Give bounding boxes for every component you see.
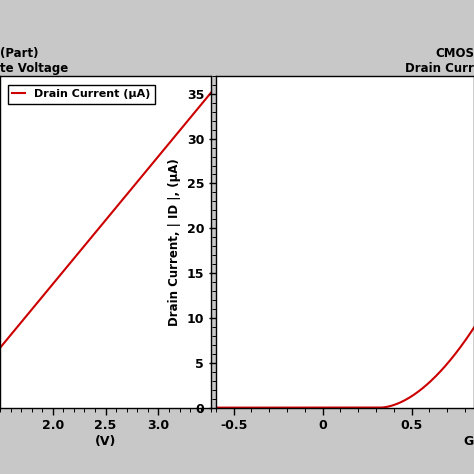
X-axis label: G: G: [464, 435, 474, 448]
X-axis label: (V): (V): [95, 435, 116, 448]
Text: CMOS
Drain Curr: CMOS Drain Curr: [405, 46, 474, 75]
Legend: Drain Current (μA): Drain Current (μA): [8, 85, 155, 104]
Text: (Part)
te Voltage: (Part) te Voltage: [0, 46, 68, 75]
Y-axis label: Drain Current, | ID |, (μA): Drain Current, | ID |, (μA): [168, 158, 181, 326]
